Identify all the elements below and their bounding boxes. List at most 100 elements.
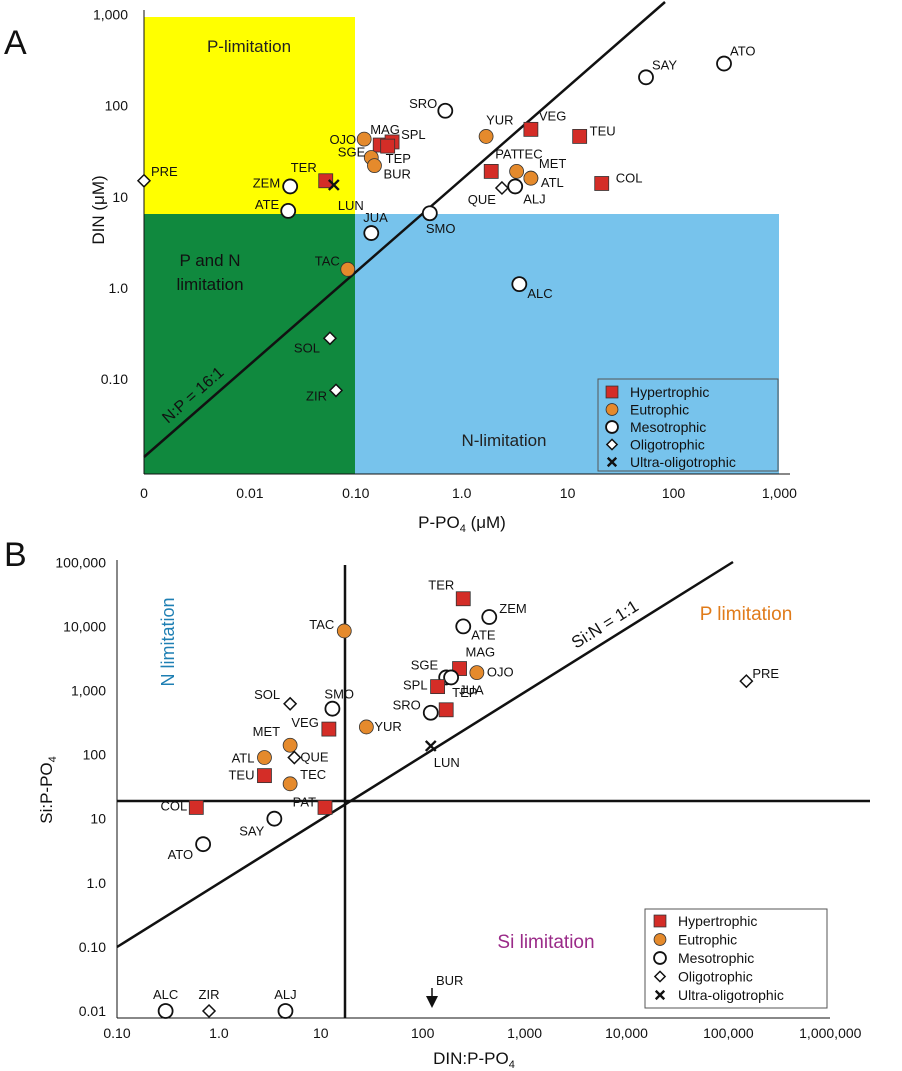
point-label-zem: ZEM	[253, 175, 280, 190]
n-limitation-label-b: N limitation	[158, 597, 178, 686]
legend-label-eutrophic: Eutrophic	[678, 932, 737, 948]
legend-marker-eutrophic	[653, 933, 667, 946]
point-ato	[195, 836, 212, 853]
point-alc	[511, 276, 528, 293]
panel-b-y-tick-labels: 0.01 0.10 1.0 10 100 1,000 10,000 100,000	[55, 554, 106, 1019]
point-label-zir: ZIR	[199, 987, 220, 1002]
point-smo	[324, 700, 341, 717]
point-alc	[157, 1003, 174, 1019]
point-label-sro: SRO	[393, 698, 421, 713]
panel-b-x-axis-title: DIN:P-PO4	[433, 1049, 515, 1071]
panel-a-y-tick-labels: 0.10 1.0 10 100 1,000	[93, 7, 128, 387]
point-ter	[318, 173, 334, 189]
point-smo	[421, 205, 438, 222]
point-label-met: MET	[253, 724, 281, 739]
point-label-jua: JUA	[459, 682, 484, 697]
y-tick-label: 10	[90, 811, 106, 827]
point-label-ate: ATE	[471, 627, 496, 642]
point-zem	[282, 178, 299, 195]
point-col	[188, 800, 204, 815]
legend-label-oligotrophic: Oligotrophic	[678, 969, 753, 985]
point-label-say: SAY	[652, 57, 677, 72]
point-veg	[321, 721, 337, 737]
point-sro	[422, 704, 439, 721]
point-label-jua: JUA	[363, 210, 388, 225]
x-tick-label: 10,000	[605, 1025, 648, 1041]
bur-arrow-head	[426, 996, 438, 1008]
point-teu	[257, 768, 272, 784]
legend-label-mesotrophic: Mesotrophic	[630, 419, 706, 435]
panel-a: A P-limitation P and N limitation N-limi…	[4, 1, 797, 535]
point-label-mag: MAG	[370, 122, 400, 137]
point-label-lun: LUN	[434, 755, 460, 770]
point-ojo	[356, 131, 372, 147]
y-tick-label: 0.10	[79, 939, 106, 955]
point-ojo	[469, 665, 485, 681]
point-label-say: SAY	[239, 824, 264, 839]
point-label-bur: BUR	[383, 167, 410, 182]
point-label-lun: LUN	[338, 198, 364, 213]
legend-label-hypertrophic: Hypertrophic	[678, 913, 757, 929]
point-label-spl: SPL	[403, 678, 428, 693]
point-label-ato: ATO	[730, 44, 756, 59]
point-alj	[507, 178, 524, 195]
panel-b-legend: Hypertrophic Eutrophic Mesotrophic Oligotro…	[644, 908, 828, 1009]
point-say	[266, 810, 283, 827]
n-limitation-label: N-limitation	[461, 431, 546, 450]
point-label-teu: TEU	[590, 123, 616, 138]
x-tick-label: 100	[662, 485, 686, 501]
point-label-tep: TEP	[386, 151, 411, 166]
x-tick-label: 1,000	[762, 485, 797, 501]
point-veg	[523, 121, 539, 137]
pn-limitation-region	[144, 214, 355, 474]
y-tick-label: 10,000	[63, 618, 106, 634]
y-tick-label: 100	[105, 98, 129, 114]
point-label-sol: SOL	[254, 687, 280, 702]
point-label-atl: ATL	[541, 175, 564, 190]
point-label-ter: TER	[291, 160, 317, 175]
point-label-alc: ALC	[527, 286, 552, 301]
point-label-tac: TAC	[315, 253, 340, 268]
point-label-zem: ZEM	[499, 601, 526, 616]
point-tec	[282, 776, 298, 792]
panel-b-points	[157, 591, 754, 1019]
point-alj	[277, 1003, 294, 1019]
point-spl	[430, 679, 445, 695]
point-tac	[336, 623, 352, 639]
sin-ratio-line	[116, 560, 734, 949]
point-label-tec: TEC	[517, 146, 543, 161]
bur-arrow: BUR	[426, 973, 463, 1008]
point-label-pre: PRE	[752, 666, 779, 681]
si-limitation-label-b: Si limitation	[497, 932, 594, 953]
point-label-smo: SMO	[426, 221, 456, 236]
panel-a-x-tick-labels: 0 0.01 0.10 1.0 10 100 1,000	[140, 485, 797, 501]
point-label-met: MET	[539, 156, 567, 171]
point-zir	[328, 383, 344, 398]
point-label-que: QUE	[300, 750, 329, 765]
panel-a-legend-box	[597, 378, 779, 472]
point-yur	[358, 719, 374, 735]
point-pat	[317, 800, 333, 815]
panel-b-x-tick-labels: 0.10 1.0 10 100 1,000 10,000 100,000 1,000,000	[103, 1025, 861, 1041]
legend-marker-ultra-oligotrophic	[606, 456, 618, 468]
point-label-pat: PAT	[293, 794, 316, 809]
point-sol	[283, 696, 298, 711]
x-tick-label: 100	[411, 1025, 435, 1041]
point-sol	[322, 331, 338, 346]
y-tick-label: 1,000	[93, 7, 128, 23]
np-ratio-line	[143, 1, 666, 458]
point-label-alj: ALJ	[523, 191, 545, 206]
x-tick-label: 10	[313, 1025, 329, 1041]
x-tick-label: 10	[560, 485, 576, 501]
x-tick-label: 1.0	[209, 1025, 229, 1041]
point-label-mag: MAG	[466, 645, 496, 660]
panel-a-letter: A	[4, 24, 27, 62]
panel-a-y-axis-title: DIN (μM)	[89, 175, 108, 244]
legend-marker-eutrophic	[605, 403, 619, 416]
y-tick-label: 0.10	[101, 371, 128, 387]
point-label-zir: ZIR	[306, 388, 327, 403]
point-pre	[739, 674, 754, 689]
point-ter	[455, 591, 471, 607]
